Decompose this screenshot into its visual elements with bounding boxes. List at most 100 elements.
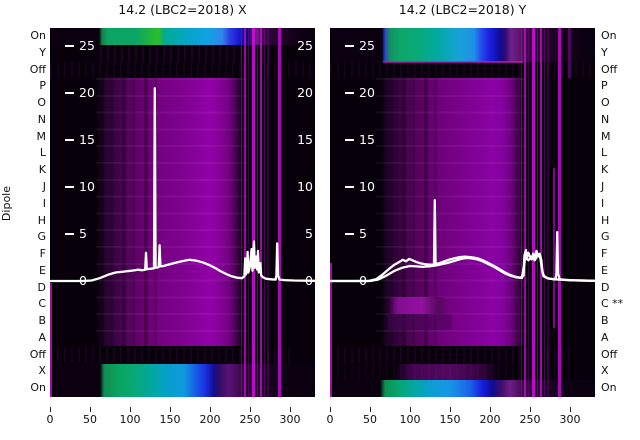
- rfi-streak: [558, 28, 561, 397]
- value-tick-label: 5: [359, 226, 367, 241]
- left-panel-title: 14.2 (LBC2=2018) X: [118, 2, 247, 17]
- x-tick-label: 200: [479, 413, 501, 426]
- rfi-streak: [521, 28, 522, 397]
- x-tick-mark: [170, 407, 171, 412]
- row-b-segment: [388, 313, 452, 331]
- x-tick-mark: [410, 407, 411, 412]
- dim-row-x: [330, 363, 570, 381]
- row-label: P: [601, 79, 608, 93]
- row-label: X: [38, 364, 46, 378]
- rfi-streak: [547, 28, 549, 397]
- spectrum-overlay-y: [330, 199, 595, 283]
- x-tick-mark: [570, 407, 571, 412]
- calibration-band-top: [50, 28, 315, 45]
- x-tick-label: 50: [83, 413, 97, 426]
- rfi-streak: [537, 28, 538, 397]
- calibration-band-top: [330, 28, 595, 62]
- x-tick-label: 250: [239, 413, 261, 426]
- dim-row-off-top: [330, 61, 595, 79]
- value-tick-label: 25: [297, 38, 313, 53]
- value-tick-label: 20: [297, 85, 313, 100]
- x-tick-mark: [490, 407, 491, 412]
- x-tick-label: 300: [279, 413, 301, 426]
- value-tick-label: 20: [359, 85, 375, 100]
- rfi-streak-partial: [553, 168, 555, 328]
- spectrum-overlay-x: [50, 87, 315, 283]
- value-tick-label: 15: [79, 132, 95, 147]
- rfi-streak: [528, 28, 529, 397]
- value-tick-mark: [345, 139, 354, 141]
- row-label: N: [37, 112, 46, 126]
- x-tick-mark: [450, 407, 451, 412]
- row-label: Off: [601, 62, 618, 76]
- row-label: H: [601, 213, 610, 227]
- value-tick-label: 10: [359, 179, 375, 194]
- rfi-streak: [252, 28, 255, 397]
- x-tick-label: 0: [326, 413, 334, 426]
- row-label: G: [37, 230, 46, 244]
- row-label: K: [601, 163, 609, 177]
- x-tick-label: 0: [46, 413, 54, 426]
- value-tick-label: 15: [359, 132, 375, 147]
- row-label: On: [601, 29, 617, 42]
- value-tick-label: 0: [359, 273, 367, 288]
- x-tick-mark: [370, 407, 371, 412]
- flagged-row-c-segment: [388, 296, 448, 314]
- value-tick-label: 5: [79, 226, 87, 241]
- x-tick-mark: [530, 407, 531, 412]
- value-tick-label: 10: [79, 179, 95, 194]
- calibration-band-bottom: [330, 380, 595, 397]
- row-label: J: [601, 179, 605, 193]
- row-label: I: [42, 196, 46, 210]
- row-label: P: [39, 79, 46, 93]
- x-tick-label: 150: [439, 413, 461, 426]
- row-label: B: [601, 314, 609, 328]
- row-label: B: [38, 314, 46, 328]
- dim-row-off-top: [50, 61, 315, 79]
- value-tick-label: 25: [359, 38, 375, 53]
- row-label: A: [38, 330, 46, 344]
- x-tick-label: 50: [363, 413, 377, 426]
- row-label: K: [38, 163, 46, 177]
- emission-block: [330, 78, 595, 346]
- value-tick-mark: [345, 186, 354, 188]
- edge-streak: [50, 283, 52, 397]
- dim-row-off-bottom: [330, 346, 570, 364]
- value-tick-mark: [65, 139, 74, 141]
- row-label: C: [38, 297, 46, 311]
- row-label: N: [601, 112, 610, 126]
- dim-row-y: [100, 44, 275, 62]
- x-tick-label: 150: [159, 413, 181, 426]
- band-edge-line: [383, 61, 523, 63]
- row-label: A: [601, 330, 609, 344]
- spectrum-line: [330, 199, 595, 283]
- x-tick-mark: [210, 407, 211, 412]
- rfi-streak: [524, 28, 526, 397]
- row-label: Off: [29, 62, 46, 76]
- row-label: E: [39, 263, 46, 277]
- row-label: On: [30, 29, 46, 42]
- rfi-streak: [540, 28, 542, 397]
- row-label: E: [601, 263, 608, 277]
- heatmap-panel-x: 25 20 15 10 5 0 25 20 15 10 5 0: [50, 28, 315, 397]
- rfi-streak: [264, 28, 265, 397]
- rfi-streak: [248, 28, 249, 397]
- row-label: J: [42, 179, 46, 193]
- row-label: L: [39, 146, 46, 160]
- rfi-streak: [267, 28, 269, 397]
- rfi-streak: [244, 28, 246, 397]
- row-label: Y: [601, 45, 608, 59]
- row-label: On: [30, 381, 46, 395]
- value-tick-mark: [345, 280, 354, 282]
- spectrum-line: [330, 253, 595, 283]
- value-tick-label: 0: [79, 273, 87, 288]
- row-label: M: [601, 129, 611, 143]
- row-labels-left: On Y Off P O N M L K J I H G F E D C B A Off X On: [0, 28, 46, 397]
- value-tick-label: 10: [297, 179, 313, 194]
- row-label: D: [601, 280, 610, 294]
- row-texture: [96, 78, 248, 346]
- value-tick-label: 15: [297, 132, 313, 147]
- row-label: Y: [39, 45, 46, 59]
- x-tick-mark: [50, 407, 51, 412]
- row-label: L: [601, 146, 608, 160]
